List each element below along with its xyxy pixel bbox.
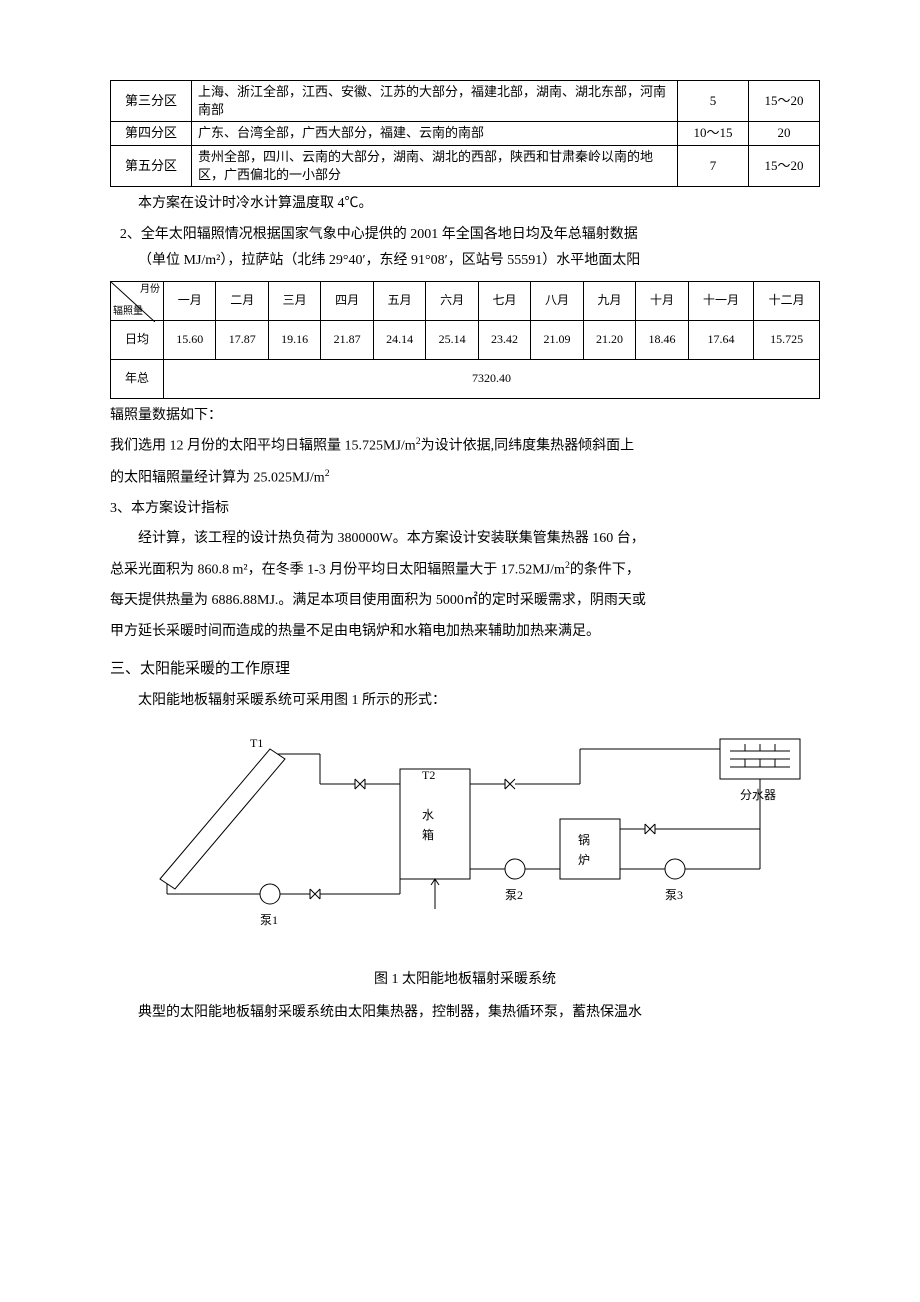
month-header: 二月 xyxy=(216,281,268,320)
label-pump3: 泵3 xyxy=(665,888,683,902)
label-t1: T1 xyxy=(250,736,263,750)
zone-c3: 7 xyxy=(678,145,749,186)
section-heading: 三、太阳能采暖的工作原理 xyxy=(110,655,820,684)
table-row: 年总 7320.40 xyxy=(111,359,820,398)
month-header: 七月 xyxy=(478,281,530,320)
text: （单位 MJ/m²），拉萨站（北纬 29°40′，东经 91°08′，区站号 5… xyxy=(138,253,640,268)
radiation-table: 月份 辐照量 一月 二月 三月 四月 五月 六月 七月 八月 九月 十月 十一月… xyxy=(110,281,820,399)
month-header: 一月 xyxy=(164,281,216,320)
cell: 18.46 xyxy=(636,320,688,359)
text: 的太阳辐照量经计算为 25.025MJ/m xyxy=(110,470,325,485)
cell: 21.87 xyxy=(321,320,373,359)
table-row: 第三分区 上海、浙江全部，江西、安徽、江苏的大部分，福建北部，湖南、湖北东部，河… xyxy=(111,81,820,122)
table-row: 月份 辐照量 一月 二月 三月 四月 五月 六月 七月 八月 九月 十月 十一月… xyxy=(111,281,820,320)
month-header: 十一月 xyxy=(688,281,754,320)
paragraph: 总采光面积为 860.8 m²，在冬季 1-3 月份平均日太阳辐照量大于 17.… xyxy=(110,557,820,584)
month-header: 六月 xyxy=(426,281,478,320)
figure-caption: 图 1 太阳能地板辐射采暖系统 xyxy=(110,967,820,994)
cell: 21.09 xyxy=(531,320,583,359)
paragraph: 经计算，该工程的设计热负荷为 380000W。本方案设计安装联集管集热器 160… xyxy=(110,526,820,553)
cell: 15.60 xyxy=(164,320,216,359)
table-row: 日均 15.60 17.87 19.16 21.87 24.14 25.14 2… xyxy=(111,320,820,359)
text: 全年太阳辐照情况根据国家气象中心提供的 2001 年全国各地日均及年总辐射数据 xyxy=(141,227,638,242)
label-manifold: 分水器 xyxy=(740,788,776,802)
zone-name: 第四分区 xyxy=(111,122,192,145)
label-boiler-2: 炉 xyxy=(578,853,590,867)
zone-name: 第五分区 xyxy=(111,145,192,186)
cell: 25.14 xyxy=(426,320,478,359)
zone-name: 第三分区 xyxy=(111,81,192,122)
label-boiler-1: 锅 xyxy=(578,832,590,847)
month-header: 十二月 xyxy=(754,281,820,320)
month-header: 十月 xyxy=(636,281,688,320)
paragraph: 2、全年太阳辐照情况根据国家气象中心提供的 2001 年全国各地日均及年总辐射数… xyxy=(110,222,820,275)
text: 为设计依据,同纬度集热器倾斜面上 xyxy=(421,439,635,454)
cell: 21.20 xyxy=(583,320,635,359)
month-header: 三月 xyxy=(268,281,320,320)
zone-c4: 15～20 xyxy=(749,81,820,122)
row-label: 日均 xyxy=(111,320,164,359)
zone-desc: 广东、台湾全部，广西大部分，福建、云南的南部 xyxy=(192,122,678,145)
paragraph: 辐照量数据如下： xyxy=(110,403,820,430)
paragraph: 典型的太阳能地板辐射采暖系统由太阳集热器，控制器，集热循环泵，蓄热保温水 xyxy=(110,1000,820,1027)
cell: 23.42 xyxy=(478,320,530,359)
cell: 19.16 xyxy=(268,320,320,359)
paragraph: 甲方延长采暖时间而造成的热量不足由电锅炉和水箱电加热来辅助加热来满足。 xyxy=(110,619,820,646)
superscript: 2 xyxy=(325,468,330,479)
corner-bottom: 辐照量 xyxy=(113,305,143,319)
label-pump1: 泵1 xyxy=(260,913,278,927)
corner-cell: 月份 辐照量 xyxy=(111,281,164,320)
paragraph: 我们选用 12 月份的太阳平均日辐照量 15.725MJ/m2为设计依据,同纬度… xyxy=(110,433,820,460)
text: 我们选用 12 月份的太阳平均日辐照量 15.725MJ/m xyxy=(110,439,416,454)
paragraph: 本方案在设计时冷水计算温度取 4℃。 xyxy=(110,191,820,218)
text: 的条件下， xyxy=(570,563,640,578)
zone-c3: 10～15 xyxy=(678,122,749,145)
zone-c4: 20 xyxy=(749,122,820,145)
paragraph: 每天提供热量为 6886.88MJ.。满足本项目使用面积为 5000㎡的定时采暖… xyxy=(110,588,820,615)
zone-table: 第三分区 上海、浙江全部，江西、安徽、江苏的大部分，福建北部，湖南、湖北东部，河… xyxy=(110,80,820,187)
table-row: 第四分区 广东、台湾全部，广西大部分，福建、云南的南部 10～15 20 xyxy=(111,122,820,145)
label-pump2: 泵2 xyxy=(505,888,523,902)
cell: 17.87 xyxy=(216,320,268,359)
paragraph: 太阳能地板辐射采暖系统可采用图 1 所示的形式： xyxy=(110,688,820,715)
table-row: 第五分区 贵州全部，四川、云南的大部分，湖南、湖北的西部，陕西和甘肃秦岭以南的地… xyxy=(111,145,820,186)
label-tank-1: 水 xyxy=(422,808,434,822)
month-header: 八月 xyxy=(531,281,583,320)
zone-c3: 5 xyxy=(678,81,749,122)
zone-c4: 15～20 xyxy=(749,145,820,186)
label-tank-2: 箱 xyxy=(422,827,434,842)
month-header: 九月 xyxy=(583,281,635,320)
text: 总采光面积为 860.8 m²，在冬季 1-3 月份平均日太阳辐照量大于 17.… xyxy=(110,563,565,578)
cell: 24.14 xyxy=(373,320,425,359)
month-header: 四月 xyxy=(321,281,373,320)
cell: 15.725 xyxy=(754,320,820,359)
zone-desc: 贵州全部，四川、云南的大部分，湖南、湖北的西部，陕西和甘肃秦岭以南的地区，广西偏… xyxy=(192,145,678,186)
paragraph: 的太阳辐照量经计算为 25.025MJ/m2 xyxy=(110,465,820,492)
corner-top: 月份 xyxy=(140,283,160,297)
system-diagram: T1 T2 水 箱 泵1 xyxy=(110,729,820,950)
annual-cell: 7320.40 xyxy=(164,359,820,398)
cell: 17.64 xyxy=(688,320,754,359)
row-label: 年总 xyxy=(111,359,164,398)
month-header: 五月 xyxy=(373,281,425,320)
item-number: 2、 xyxy=(120,227,141,242)
paragraph: 3、本方案设计指标 xyxy=(110,496,820,523)
label-t2: T2 xyxy=(422,768,435,782)
zone-desc: 上海、浙江全部，江西、安徽、江苏的大部分，福建北部，湖南、湖北东部，河南南部 xyxy=(192,81,678,122)
